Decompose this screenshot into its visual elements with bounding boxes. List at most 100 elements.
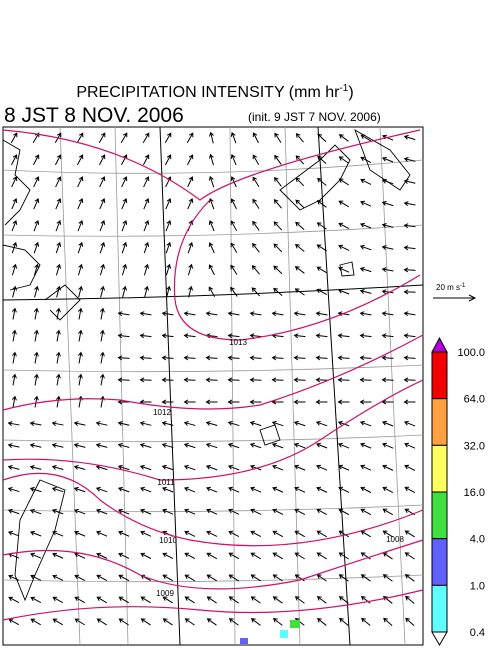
wind-arrow (338, 464, 350, 471)
wind-arrow (56, 285, 61, 298)
wind-arrow (227, 355, 240, 361)
wind-arrow (11, 219, 18, 232)
wind-arrow (33, 241, 40, 254)
wind-arrow (205, 464, 218, 471)
wind-arrow (250, 618, 261, 626)
wind-arrow (252, 176, 260, 187)
wind-arrow (33, 395, 39, 408)
wind-arrow (404, 595, 415, 604)
wind-arrow (32, 154, 40, 166)
wind-arrow (183, 355, 196, 361)
precip-spot (280, 630, 288, 638)
wind-arrow (230, 220, 238, 232)
wind-arrow (403, 311, 416, 317)
wind-arrow (293, 442, 306, 449)
wind-arrow (206, 530, 218, 537)
wind-arrow (337, 333, 350, 339)
wind-arrow (29, 421, 42, 427)
wind-arrow (77, 329, 83, 342)
wind-arrow (249, 311, 262, 317)
wind-arrow (99, 373, 105, 386)
wind-arrow (227, 311, 240, 317)
wind-arrow (99, 307, 105, 320)
wind-arrow (338, 244, 350, 251)
wind-arrow (403, 134, 416, 141)
wind-arrow (33, 373, 39, 386)
map-frame (2, 126, 424, 646)
wind-arrow (359, 266, 372, 273)
wind-arrow (315, 399, 328, 405)
wind-arrow (7, 530, 20, 537)
colorbar-segment (431, 538, 448, 586)
wind-arrow (139, 421, 152, 426)
wind-arrow (121, 198, 128, 210)
wind-arrow (120, 132, 128, 144)
wind-arrow (315, 355, 328, 361)
wind-arrow (403, 355, 416, 361)
wind-arrow (161, 464, 174, 471)
wind-arrow (208, 175, 215, 188)
wind-arrow (51, 421, 64, 426)
wind-arrow (404, 530, 415, 538)
wind-arrow (360, 134, 372, 142)
wind-arrow (74, 530, 86, 537)
wind-arrow (208, 220, 215, 232)
wind-arrow (271, 377, 284, 383)
wind-arrow (139, 311, 152, 317)
wind-arrow (100, 285, 105, 298)
wind-arrow (250, 574, 261, 582)
wind-arrow (11, 198, 18, 210)
wind-arrow (251, 265, 260, 275)
wind-arrow (74, 596, 86, 604)
wind-arrow (272, 486, 284, 493)
wind-arrow (274, 132, 282, 143)
wind-arrow (118, 552, 130, 559)
wind-arrow (337, 377, 350, 383)
wind-arrow (208, 197, 215, 210)
wind-arrow (55, 263, 62, 276)
wind-arrow (30, 552, 42, 559)
wind-arrow (183, 442, 196, 449)
wind-arrow (316, 200, 327, 208)
wind-arrow (338, 134, 349, 142)
wind-arrow (11, 241, 18, 254)
wind-arrow (96, 618, 107, 626)
wind-arrow (359, 377, 372, 383)
map-title: PRECIPITATION INTENSITY (mm hr-1) (76, 83, 353, 101)
wind-arrow (250, 530, 262, 538)
isobar-label: 1012 (153, 408, 171, 417)
wind-arrow (403, 420, 416, 427)
wind-arrow (315, 333, 328, 339)
wind-arrow (403, 156, 416, 162)
wind-arrow (7, 443, 20, 448)
wind-arrow (11, 373, 17, 386)
wind-arrow (143, 219, 150, 232)
wind-arrow (121, 241, 128, 254)
wind-arrow (338, 178, 349, 186)
wind-arrow (139, 355, 152, 361)
wind-arrow (99, 241, 106, 254)
wind-arrow (51, 464, 64, 470)
wind-arrow (338, 486, 350, 493)
wind-arrow (161, 311, 174, 317)
precipitation-spots (240, 620, 300, 644)
wind-arrow (228, 552, 240, 560)
wind-arrow (51, 486, 64, 493)
wind-arrow (188, 285, 193, 298)
wind-arrow (272, 464, 284, 471)
wind-arrow (76, 132, 84, 144)
wind-arrow (316, 288, 328, 296)
wind-arrow (10, 132, 18, 144)
colorbar-cap (431, 631, 448, 647)
wind-arrow (252, 154, 260, 166)
wind-arrow (271, 442, 284, 449)
wind-arrow (73, 508, 86, 515)
wind-arrow (77, 263, 84, 276)
wind-arrow (404, 464, 416, 471)
wind-arrow (249, 420, 262, 427)
wind-arrow (250, 486, 262, 493)
wind-arrow (33, 351, 39, 364)
wind-arrow (315, 420, 328, 427)
wind-arrow (96, 574, 108, 582)
wind-arrow (230, 242, 238, 253)
